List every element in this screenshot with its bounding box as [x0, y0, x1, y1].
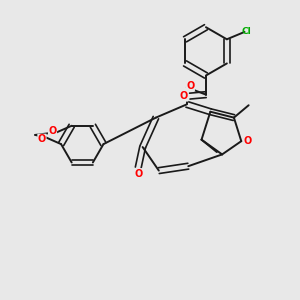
Text: O: O — [48, 126, 57, 136]
Text: O: O — [244, 136, 252, 146]
Text: Cl: Cl — [241, 26, 251, 35]
Text: O: O — [180, 91, 188, 101]
Text: O: O — [186, 81, 194, 91]
Text: O: O — [134, 169, 142, 178]
Text: O: O — [38, 134, 46, 144]
